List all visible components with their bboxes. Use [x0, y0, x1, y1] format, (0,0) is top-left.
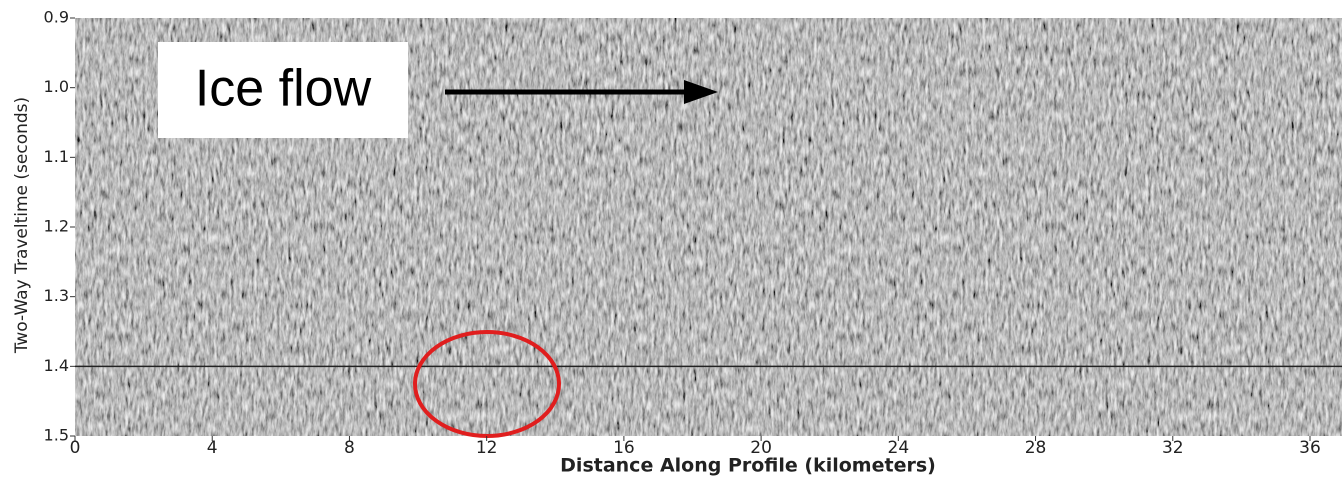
annotation-box	[158, 42, 408, 138]
y-tick-label: 0.9	[44, 8, 69, 27]
x-tick-label: 36	[1299, 438, 1321, 458]
y-tick-label: 1.3	[44, 286, 69, 305]
x-tick-label: 0	[70, 438, 81, 458]
x-tick-label: 20	[750, 438, 772, 458]
x-tick-label: 16	[613, 438, 635, 458]
x-tick-label: 32	[1162, 438, 1184, 458]
y-tick-label: 1.0	[44, 77, 69, 96]
x-tick-label: 12	[476, 438, 498, 458]
flow-arrowhead	[684, 80, 718, 104]
y-tick-label: 1.1	[44, 147, 69, 166]
y-axis-label: Two-Way Traveltime (seconds)	[12, 97, 32, 354]
x-tick-label: 4	[207, 438, 218, 458]
x-tick-label: 28	[1025, 438, 1047, 458]
x-tick-label: 24	[888, 438, 910, 458]
y-tick-label: 1.2	[44, 217, 69, 236]
y-tick-label: 1.4	[44, 356, 69, 375]
y-tick-label: 1.5	[44, 426, 69, 445]
annotation-text: Ice flow	[195, 60, 372, 118]
x-axis-label: Distance Along Profile (kilometers)	[560, 455, 936, 477]
x-tick-label: 8	[344, 438, 355, 458]
